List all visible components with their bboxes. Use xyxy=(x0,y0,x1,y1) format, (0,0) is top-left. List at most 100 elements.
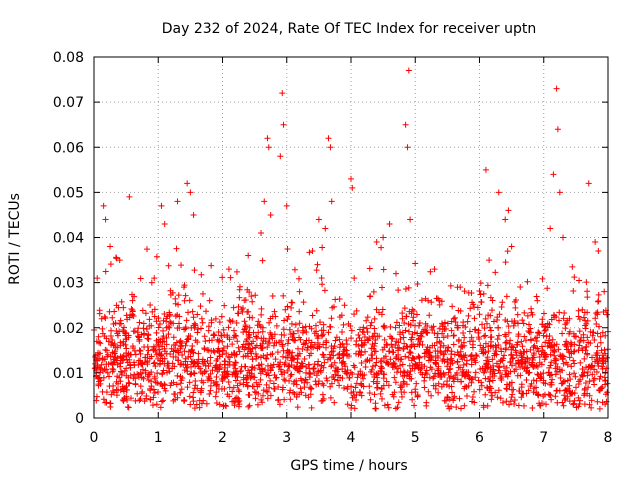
data-point-marker xyxy=(284,303,291,310)
data-point-marker xyxy=(345,320,352,327)
data-point-marker xyxy=(406,371,413,378)
data-point-marker xyxy=(273,374,280,381)
data-point-marker xyxy=(392,379,399,386)
data-point-marker xyxy=(423,367,430,374)
data-point-marker xyxy=(212,315,219,322)
data-point-marker xyxy=(172,354,179,361)
data-point-marker xyxy=(412,322,419,329)
data-point-marker xyxy=(339,329,346,336)
data-point-marker xyxy=(576,342,583,349)
data-point-marker xyxy=(519,317,526,324)
data-point-marker xyxy=(187,353,194,360)
data-point-marker xyxy=(343,337,350,344)
data-point-marker xyxy=(429,342,436,349)
data-point-marker xyxy=(245,353,252,360)
data-point-marker xyxy=(106,373,113,380)
data-point-marker xyxy=(275,397,282,404)
data-point-marker xyxy=(321,287,328,294)
data-point-marker xyxy=(206,297,213,304)
data-point-marker xyxy=(245,308,252,315)
data-point-marker xyxy=(152,379,159,386)
data-point-marker xyxy=(195,363,202,370)
data-point-marker xyxy=(536,330,543,337)
data-point-marker xyxy=(319,391,326,398)
data-point-marker xyxy=(154,370,161,377)
data-point-marker xyxy=(383,378,390,385)
data-point-marker xyxy=(502,317,509,324)
data-point-marker xyxy=(559,330,566,337)
data-point-marker xyxy=(411,365,418,372)
data-point-marker xyxy=(366,383,373,390)
data-point-marker xyxy=(523,376,530,383)
data-point-marker xyxy=(381,344,388,351)
data-point-marker xyxy=(348,327,355,334)
data-point-marker xyxy=(508,386,515,393)
data-point-marker xyxy=(563,387,570,394)
data-point-marker xyxy=(335,372,342,379)
data-point-marker xyxy=(527,346,534,353)
data-point-marker xyxy=(259,324,266,331)
data-point-marker xyxy=(579,306,586,313)
data-point-marker xyxy=(253,353,260,360)
data-point-marker xyxy=(435,365,442,372)
data-point-marker xyxy=(373,384,380,391)
data-point-marker xyxy=(99,355,106,362)
data-point-marker xyxy=(593,320,600,327)
data-point-marker xyxy=(313,328,320,335)
data-point-marker xyxy=(411,356,418,363)
data-point-marker xyxy=(286,326,293,333)
data-point-marker xyxy=(472,369,479,376)
data-point-marker xyxy=(141,330,148,337)
data-point-marker xyxy=(118,371,125,378)
data-point-marker xyxy=(379,395,386,402)
data-point-marker xyxy=(319,351,326,358)
data-point-marker xyxy=(379,346,386,353)
data-point-marker xyxy=(480,369,487,376)
data-point-marker xyxy=(255,329,262,336)
data-point-marker xyxy=(131,328,138,335)
data-point-marker xyxy=(510,322,517,329)
data-point-marker xyxy=(428,299,435,306)
data-point-marker xyxy=(163,341,170,348)
data-point-marker xyxy=(151,313,158,320)
data-point-marker xyxy=(155,342,162,349)
data-point-marker xyxy=(400,334,407,341)
data-point-marker xyxy=(296,320,303,327)
data-point-marker xyxy=(222,364,229,371)
data-point-marker xyxy=(424,323,431,330)
data-point-marker xyxy=(395,399,402,406)
data-point-marker xyxy=(245,345,252,352)
data-point-marker xyxy=(183,317,190,324)
data-point-marker xyxy=(445,344,452,351)
data-point-marker xyxy=(556,309,563,316)
data-point-marker xyxy=(147,385,154,392)
data-point-marker xyxy=(221,368,228,375)
data-point-marker xyxy=(425,388,432,395)
data-point-marker xyxy=(277,153,284,160)
data-point-marker xyxy=(484,354,491,361)
data-point-marker xyxy=(129,307,136,314)
data-point-marker xyxy=(153,337,160,344)
data-point-marker xyxy=(486,378,493,385)
data-point-marker xyxy=(160,397,167,404)
data-point-marker xyxy=(135,325,142,332)
data-point-marker xyxy=(552,360,559,367)
data-point-marker xyxy=(151,373,158,380)
data-point-marker xyxy=(579,347,586,354)
data-point-marker xyxy=(297,336,304,343)
data-point-marker xyxy=(455,324,462,331)
data-point-marker xyxy=(251,388,258,395)
data-point-marker xyxy=(575,313,582,320)
data-point-marker xyxy=(584,294,591,301)
data-point-marker xyxy=(223,403,230,410)
data-point-marker xyxy=(123,365,130,372)
data-point-marker xyxy=(466,328,473,335)
data-point-marker xyxy=(405,67,412,74)
data-point-marker xyxy=(116,320,123,327)
data-point-marker xyxy=(97,380,104,387)
data-point-marker xyxy=(483,320,490,327)
data-point-marker xyxy=(145,377,152,384)
data-point-marker xyxy=(473,353,480,360)
data-point-marker xyxy=(312,378,319,385)
data-point-marker xyxy=(372,362,379,369)
